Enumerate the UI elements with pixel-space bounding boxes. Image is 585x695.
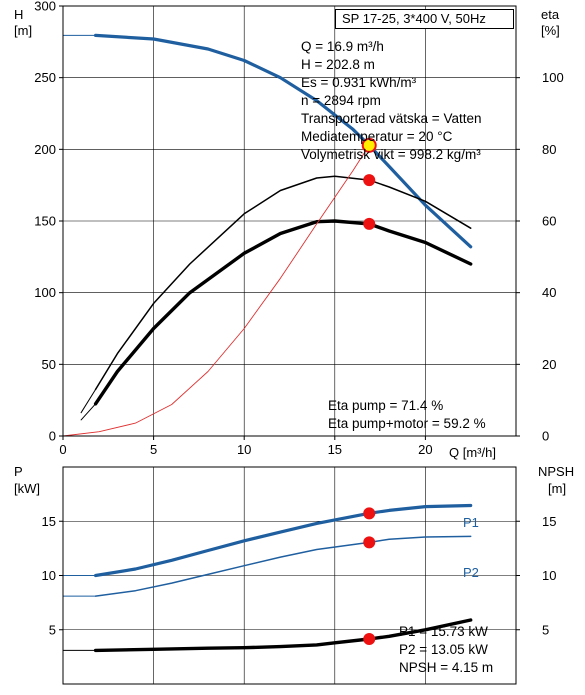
p1-series-label: P1	[463, 515, 479, 530]
x-tick-label: 5	[150, 442, 157, 457]
pump-title-box: SP 17-25, 3*400 V, 50Hz	[335, 9, 514, 29]
series-head	[94, 33, 473, 249]
info-p2: P2 = 13.05 kW	[399, 642, 488, 657]
duty-point-info: Q = 16.9 m³/h H = 202.8 m Es = 0.931 kWh…	[301, 38, 481, 164]
npsh-axis-unit: [m]	[548, 481, 566, 496]
y-right-tick-label: 10	[542, 568, 556, 583]
info-speed: n = 2894 rpm	[301, 93, 381, 108]
info-p1: P1 = 15.73 kW	[399, 624, 488, 639]
y-tick-label: 50	[42, 357, 56, 372]
y-right-tick-label: 80	[542, 142, 556, 157]
duty-point	[363, 507, 376, 520]
head-panel-grid	[63, 6, 516, 436]
info-eta-total: Eta pump+motor = 59.2 %	[328, 416, 486, 431]
duty-point	[363, 174, 376, 187]
x-tick-label: 10	[237, 442, 251, 457]
series-eta-thick-extension	[80, 403, 97, 421]
eta-axis-title: eta	[541, 7, 560, 22]
info-liquid: Transporterad vätska = Vatten	[301, 111, 482, 126]
flow-axis-title: Q [m³/h]	[449, 445, 496, 460]
x-tick-label: 15	[328, 442, 342, 457]
info-head: H = 202.8 m	[301, 57, 375, 72]
series-eta-thick	[93, 219, 473, 406]
info-npsh: NPSH = 4.15 m	[399, 660, 494, 675]
series-eta-thin	[94, 175, 472, 391]
y-right-tick-label: 15	[542, 514, 556, 529]
y-tick-label: 150	[34, 214, 56, 229]
y-tick-label: 5	[49, 622, 56, 637]
y-tick-label: 100	[34, 285, 56, 300]
y-right-tick-label: 0	[542, 429, 549, 444]
info-density: Volymetrisk vikt = 998.2 kg/m³	[301, 147, 481, 162]
info-eta-pump: Eta pump = 71.4 %	[328, 398, 444, 413]
npsh-axis-title: NPSH	[538, 464, 574, 479]
y-tick-label: 15	[42, 514, 56, 529]
power-panel-ticks: 5 10 15 5 10 15	[42, 514, 557, 638]
y-tick-label: 0	[49, 429, 56, 444]
efficiency-info: Eta pump = 71.4 % Eta pump+motor = 59.2 …	[328, 397, 486, 433]
series-eta-thin-extension	[80, 388, 97, 414]
y-right-tick-label: 40	[542, 285, 556, 300]
y-right-tick-label: 5	[542, 622, 549, 637]
y-tick-label: 10	[42, 568, 56, 583]
y-right-tick-label: 20	[542, 357, 556, 372]
power-axis-title: P	[14, 464, 23, 479]
y-right-tick-label: 60	[542, 214, 556, 229]
p2-series-label: P2	[463, 565, 479, 580]
info-temperature: Mediatemperatur = 20 °C	[301, 129, 453, 144]
power-info: P1 = 15.73 kW P2 = 13.05 kW NPSH = 4.15 …	[399, 623, 493, 677]
eta-axis-unit: [%]	[541, 23, 560, 38]
head-panel-series	[62, 33, 473, 437]
power-panel-series	[62, 503, 473, 653]
power-panel-points	[363, 507, 376, 645]
y-right-tick-label: 100	[542, 70, 564, 85]
power-axis-unit: [kW]	[14, 481, 40, 496]
y-tick-label: 200	[34, 142, 56, 157]
series-p2	[94, 535, 472, 597]
duty-point	[363, 217, 376, 230]
info-energy: Es = 0.931 kWh/m³	[301, 75, 417, 90]
series-system	[62, 144, 370, 437]
head-axis-unit: [m]	[14, 23, 32, 38]
y-tick-label: 250	[34, 70, 56, 85]
x-tick-label: 0	[59, 442, 66, 457]
series-npsh	[93, 618, 473, 653]
x-tick-label: 20	[418, 442, 432, 457]
info-flow: Q = 16.9 m³/h	[301, 39, 384, 54]
duty-point	[363, 632, 376, 645]
head-panel-points	[361, 137, 377, 230]
head-axis-title: H	[14, 7, 23, 22]
duty-point-highlight	[361, 137, 377, 153]
y-tick-label: 300	[34, 0, 56, 14]
head-panel-ticks: 0 50 100 150 200 250 300 0 20 40 60 80 100 0 5 10 15 20	[34, 0, 563, 457]
duty-point	[363, 536, 376, 549]
series-p1	[94, 503, 473, 578]
